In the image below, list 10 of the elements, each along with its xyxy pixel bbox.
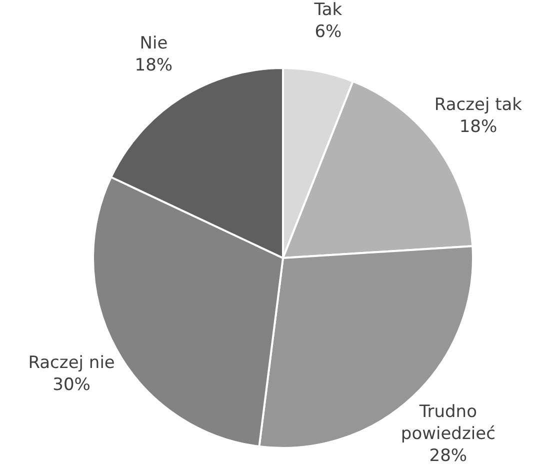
data-label: 30% — [52, 375, 90, 396]
data-label: 18% — [134, 55, 173, 76]
data-label: 18% — [459, 117, 498, 138]
slice-label: Nie — [140, 33, 168, 54]
data-label: 28% — [429, 446, 468, 466]
slice-label: Trudno powiedzieć — [400, 402, 496, 444]
slice-label: Raczej tak — [434, 95, 522, 116]
slice-label: Raczej nie — [28, 353, 115, 374]
data-label: 6% — [314, 22, 342, 42]
slice-label: Tak — [313, 0, 342, 20]
